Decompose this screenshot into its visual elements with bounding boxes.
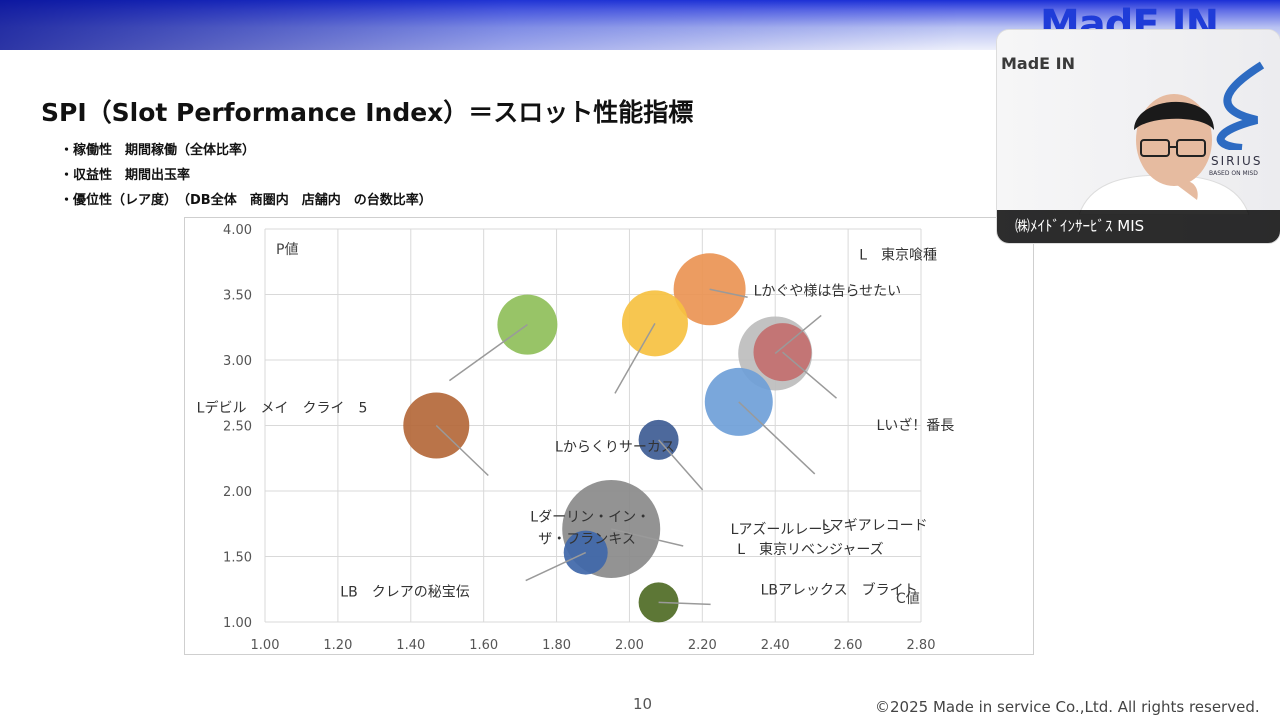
bullet-item-profit: ・収益性 期間出玉率 — [60, 168, 191, 183]
bubble-data-label: Lダーリン・イン・ — [530, 510, 650, 526]
bullet-item-operation: ・稼働性 期間稼働（全体比率） — [60, 143, 256, 158]
x-tick-label: 1.40 — [396, 638, 425, 653]
bubble-data-label: Lからくりサーカス — [555, 439, 675, 455]
leader-line — [709, 288, 748, 298]
leader-line — [738, 401, 816, 475]
leader-line — [614, 322, 656, 394]
x-tick-label: 2.20 — [688, 638, 717, 653]
page-number: 10 — [633, 695, 653, 713]
x-tick-label: 1.60 — [469, 638, 498, 653]
y-axis-title: P値 — [276, 242, 298, 258]
header-band — [0, 0, 1280, 50]
y-tick-label: 1.50 — [223, 551, 252, 566]
bubble — [638, 582, 679, 623]
bubble-data-label: Lアズールレーン — [731, 522, 836, 538]
x-tick-label: 2.00 — [615, 638, 644, 653]
leader-line — [611, 528, 684, 547]
leader-line — [658, 601, 711, 606]
copyright: ©2025 Made in service Co.,Ltd. All right… — [875, 698, 1260, 716]
bubble-chart: 1.00 1.20 1.40 1.60 1.80 2.00 2.20 2.40 2.60 2.80… — [184, 217, 1034, 655]
bubble-data-label: LBアレックス ブライト — [761, 581, 918, 598]
bubble-data-label: LB クレアの秘宝伝 — [340, 585, 469, 601]
x-tick-label: 1.20 — [323, 638, 352, 653]
x-axis-title: C値 — [896, 591, 920, 607]
bubble-data-label: Lデビル メイ クライ 5 — [197, 400, 368, 417]
webcam-caption: ㈱ﾒｲﾄﾞｲﾝｻｰﾋﾞｽ MIS — [997, 210, 1280, 243]
x-tick-label: 2.40 — [761, 638, 790, 653]
bubble-data-label: ザ・フランキス — [538, 532, 636, 548]
presenter-avatar — [1079, 94, 1249, 215]
bubble-data-label: L 東京喰種 — [859, 247, 937, 263]
leader-line — [782, 351, 837, 399]
y-tick-label: 1.00 — [223, 616, 252, 631]
bullet-list: ・稼働性 期間稼働（全体比率） ・収益性 期間出玉率 ・優位性（レア度） （DB… — [60, 138, 432, 213]
chart-svg: 1.00 1.20 1.40 1.60 1.80 2.00 2.20 2.40 2.60 2.80… — [197, 223, 955, 653]
y-tick-label: 4.00 — [223, 223, 252, 238]
bubble — [497, 294, 558, 355]
bubble-data-label: Lマギアレコード — [822, 518, 928, 534]
leader-line — [435, 424, 489, 477]
x-tick-label: 2.80 — [907, 638, 936, 653]
leader-line — [774, 314, 822, 355]
leader-line — [448, 324, 528, 382]
bubble — [638, 419, 679, 460]
y-tick-label: 3.00 — [223, 354, 252, 369]
sirius-swoosh-icon — [1216, 61, 1265, 150]
leader-line — [658, 439, 704, 491]
webcam-overlay: MadE IN SIRIUS BASED ON MISD ㈱ﾒｲﾄﾞｲﾝｻｰﾋﾞ… — [997, 30, 1280, 243]
x-tick-label: 1.00 — [251, 638, 280, 653]
webcam-logo: MadE IN — [1001, 54, 1076, 73]
bubble-data-label: Lいざ！番長 — [877, 417, 955, 434]
x-tick-label: 1.80 — [542, 638, 571, 653]
bubble — [704, 367, 773, 436]
y-tick-label: 3.50 — [223, 289, 252, 304]
leader-line — [525, 551, 587, 582]
x-tick-label: 2.60 — [834, 638, 863, 653]
y-tick-label: 2.00 — [223, 485, 252, 500]
webcam-brand-sub: BASED ON MISD — [1209, 170, 1258, 177]
webcam-brand: SIRIUS — [1211, 154, 1263, 168]
y-tick-label: 2.50 — [223, 420, 252, 435]
bullet-item-rarity: ・優位性（レア度） （DB全体 商圏内 店舗内 の台数比率） — [60, 193, 432, 208]
bubble-data-label: Lかぐや様は告らせたい — [754, 283, 902, 299]
slide-title: SPI（Slot Performance Index）＝スロット性能指標 — [41, 98, 694, 127]
bubble-data-label: L 東京リベンジャーズ — [737, 542, 883, 558]
